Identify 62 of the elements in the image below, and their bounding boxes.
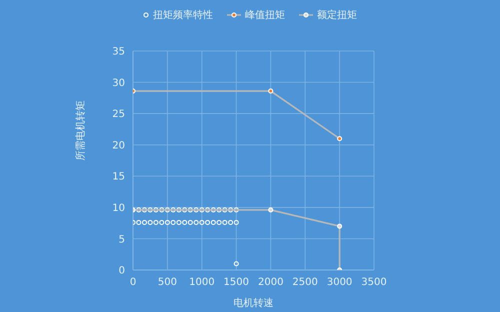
point <box>182 207 188 212</box>
point <box>142 207 147 212</box>
point <box>194 207 199 212</box>
y-tick-label: 15 <box>112 172 125 183</box>
point <box>164 220 170 225</box>
x-tick-label: 500 <box>158 277 177 288</box>
point <box>199 207 204 212</box>
point <box>234 220 239 225</box>
y-tick-label: 25 <box>112 109 125 120</box>
y-tick-label: 0 <box>118 266 125 277</box>
legend-label: 扭矩频率特性 <box>152 8 213 22</box>
y-tick-label: 10 <box>112 202 125 214</box>
point <box>153 220 158 225</box>
point <box>148 207 153 212</box>
point <box>176 207 182 212</box>
y-tick-label: 5 <box>118 234 125 246</box>
point <box>199 220 204 225</box>
x-tick-label: 3500 <box>361 277 387 288</box>
point <box>234 261 239 266</box>
point <box>228 220 234 225</box>
point <box>153 207 158 212</box>
x-tick-label: 2000 <box>258 277 284 288</box>
point <box>268 88 274 94</box>
point <box>170 220 176 225</box>
point <box>188 207 193 212</box>
point <box>216 220 222 225</box>
y-tick-label: 20 <box>112 140 125 152</box>
point <box>222 220 228 225</box>
point <box>194 220 199 225</box>
point <box>188 220 193 225</box>
point <box>170 207 176 212</box>
point <box>148 220 153 225</box>
point <box>234 207 239 212</box>
point <box>205 207 210 212</box>
legend-label: 峰值扭矩 <box>244 9 285 22</box>
point <box>337 136 342 142</box>
point <box>159 207 164 212</box>
point <box>337 224 342 229</box>
point <box>176 220 182 225</box>
x-axis-title: 电机转速 <box>234 297 274 309</box>
point <box>228 207 234 212</box>
x-tick-label: 2500 <box>292 277 318 288</box>
x-tick-label: 3000 <box>326 277 352 288</box>
point <box>205 220 210 225</box>
point <box>159 220 164 225</box>
point <box>268 207 274 212</box>
point <box>210 207 216 212</box>
x-tick-label: 1500 <box>224 277 250 288</box>
x-tick-label: 0 <box>130 277 136 288</box>
point <box>136 220 142 225</box>
point <box>182 220 188 225</box>
point <box>142 220 147 225</box>
point <box>210 220 216 225</box>
y-tick-label: 30 <box>112 78 125 89</box>
x-tick-label: 1000 <box>189 277 215 288</box>
y-tick-label: 35 <box>112 46 125 58</box>
point <box>164 207 170 212</box>
point <box>222 207 228 212</box>
legend-label: 额定扭矩 <box>316 8 357 22</box>
point <box>216 207 222 212</box>
y-axis-title: 所需电机转矩 <box>74 100 87 160</box>
point <box>136 207 142 212</box>
